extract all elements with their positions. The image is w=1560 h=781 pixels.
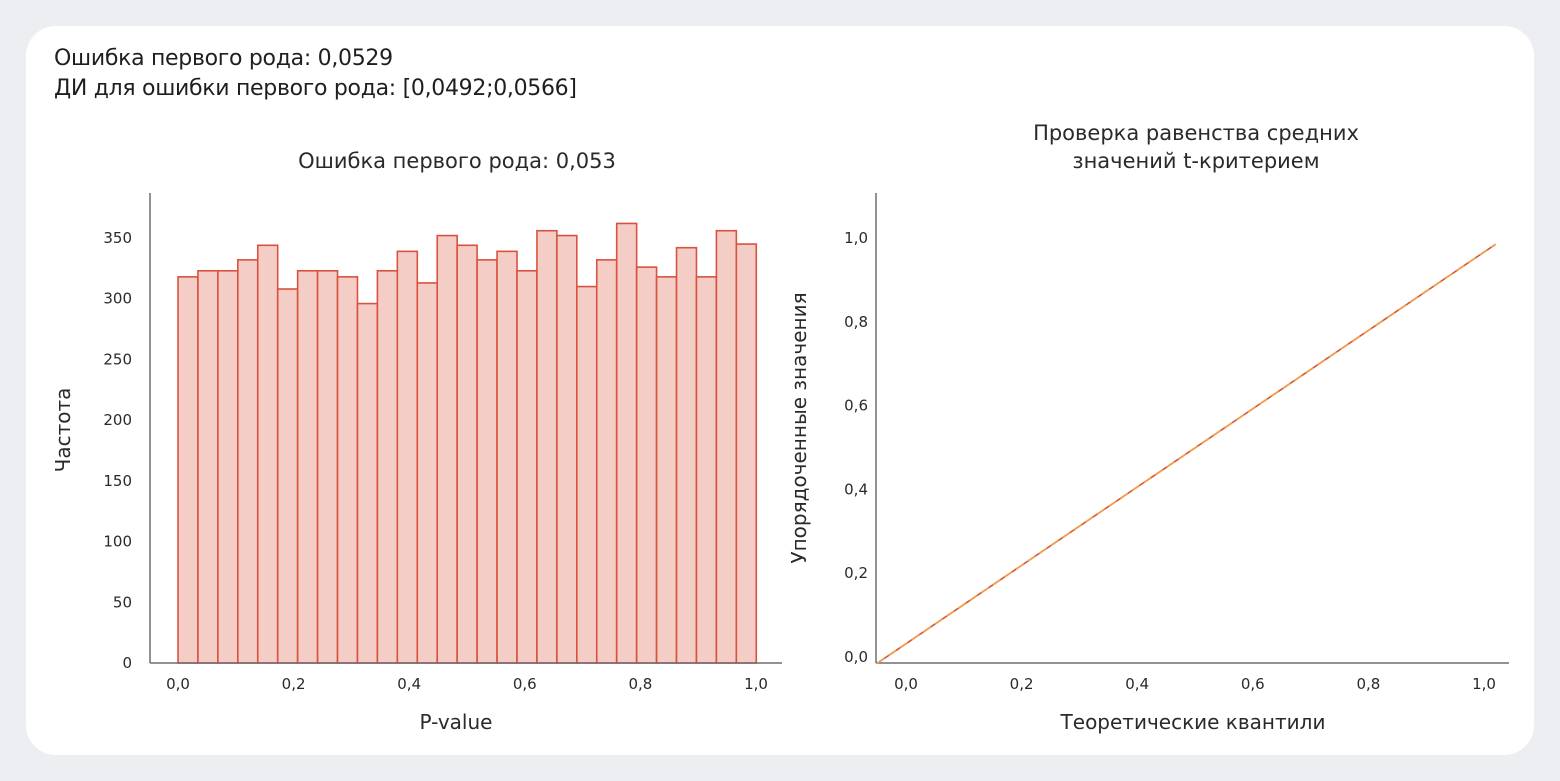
histogram-bar	[356, 302, 379, 664]
qq-plot-title-line-2: значений t-критерием	[1072, 149, 1319, 173]
type-one-error-line: Ошибка первого рода: 0,0529	[54, 46, 393, 71]
qq-plot-x-tick-label: 0,6	[1241, 675, 1265, 693]
qq-plot-title-line-1: Проверка равенства средних	[1033, 121, 1359, 145]
qq-plot-y-tick-label: 0,4	[844, 480, 868, 498]
histogram-chart: Ошибка первого рода: 0,053 P-value Часто…	[51, 149, 782, 734]
histogram-x-tick-label: 0,2	[282, 675, 306, 693]
histogram-bar	[715, 229, 738, 664]
histogram-y-axis-label: Частота	[51, 388, 75, 473]
qq-plot-x-tick-label: 0,4	[1125, 675, 1149, 693]
histogram-bar	[396, 250, 419, 664]
histogram-bar	[197, 269, 219, 664]
histogram-bar	[735, 243, 758, 664]
qq-plot-x-tick-label: 0,2	[1010, 675, 1034, 693]
qq-plot-reference-line	[876, 243, 1497, 665]
qq-plot-y-tick-label: 0,2	[844, 564, 868, 582]
histogram-bar	[556, 234, 578, 664]
histogram-bar	[456, 244, 478, 664]
histogram-y-tick-label: 0	[122, 654, 132, 672]
histogram-x-tick-label: 0,0	[166, 675, 190, 693]
histogram-bar	[536, 229, 558, 664]
histogram-bar	[256, 244, 279, 664]
histogram-bar	[376, 269, 399, 664]
histogram-bar	[296, 269, 319, 664]
histogram-y-tick-label: 100	[103, 533, 132, 551]
histogram-y-tick-label: 250	[103, 350, 132, 368]
qq-plot-y-tick-label: 0,0	[844, 648, 868, 666]
qq-plot-axes	[875, 193, 1509, 664]
histogram-bar	[615, 222, 638, 664]
histogram-x-ticks: 0,0 0,2 0,4 0,6 0,8 1,0	[166, 675, 768, 693]
qq-plot-y-ticks: 0,0 0,2 0,4 0,6 0,8 1,0	[844, 229, 868, 666]
histogram-x-axis-label: P-value	[420, 710, 493, 734]
histogram-bar	[576, 285, 598, 664]
histogram-bar	[276, 288, 299, 664]
histogram-bar	[496, 250, 518, 664]
histogram-bar	[516, 269, 538, 664]
qq-plot-chart: Проверка равенства средних значений t-кр…	[787, 121, 1509, 734]
qq-plot-x-tick-label: 1,0	[1472, 675, 1496, 693]
histogram-bar	[177, 276, 199, 664]
histogram-x-tick-label: 0,4	[397, 675, 421, 693]
histogram-y-tick-label: 150	[103, 472, 132, 490]
histogram-title: Ошибка первого рода: 0,053	[298, 149, 616, 173]
confidence-interval-line: ДИ для ошибки первого рода: [0,0492;0,05…	[54, 76, 577, 101]
histogram-y-tick-label: 200	[103, 411, 132, 429]
histogram-bar	[237, 259, 259, 664]
qq-plot-x-ticks: 0,0 0,2 0,4 0,6 0,8 1,0	[894, 675, 1496, 693]
histogram-bar	[336, 276, 359, 664]
histogram-x-tick-label: 1,0	[744, 675, 768, 693]
histogram-bar	[695, 276, 718, 664]
histogram-y-tick-label: 300	[103, 290, 132, 308]
histogram-bar	[655, 276, 678, 664]
qq-plot-x-tick-label: 0,8	[1356, 675, 1380, 693]
summary-text: Ошибка первого рода: 0,0529 ДИ для ошибк…	[54, 44, 577, 104]
histogram-axes	[149, 193, 782, 664]
histogram-bar	[316, 269, 339, 664]
qq-plot-y-tick-label: 0,8	[844, 313, 868, 331]
histogram-bar	[217, 269, 239, 664]
qq-plot-y-axis-label: Упорядоченные значения	[787, 292, 811, 563]
histogram-x-tick-label: 0,8	[628, 675, 652, 693]
qq-plot-y-tick-label: 1,0	[844, 229, 868, 247]
histogram-bar	[675, 246, 698, 664]
histogram-y-tick-label: 50	[113, 593, 132, 611]
histogram-bar	[416, 282, 439, 664]
qq-plot-y-tick-label: 0,6	[844, 397, 868, 415]
histogram-y-tick-label: 350	[103, 229, 132, 247]
qq-plot-x-tick-label: 0,0	[894, 675, 918, 693]
histogram-bar	[476, 259, 498, 664]
qq-plot-lines	[876, 243, 1497, 665]
histogram-bar	[635, 266, 658, 664]
histogram-bar	[595, 259, 618, 664]
qq-plot-x-axis-label: Теоретические квантили	[1060, 710, 1326, 734]
histogram-y-ticks: 0 50 100 150 200 250 300 350	[103, 229, 132, 672]
histogram-x-tick-label: 0,6	[513, 675, 537, 693]
histogram-bar	[436, 234, 458, 664]
histogram-bars	[177, 222, 758, 664]
